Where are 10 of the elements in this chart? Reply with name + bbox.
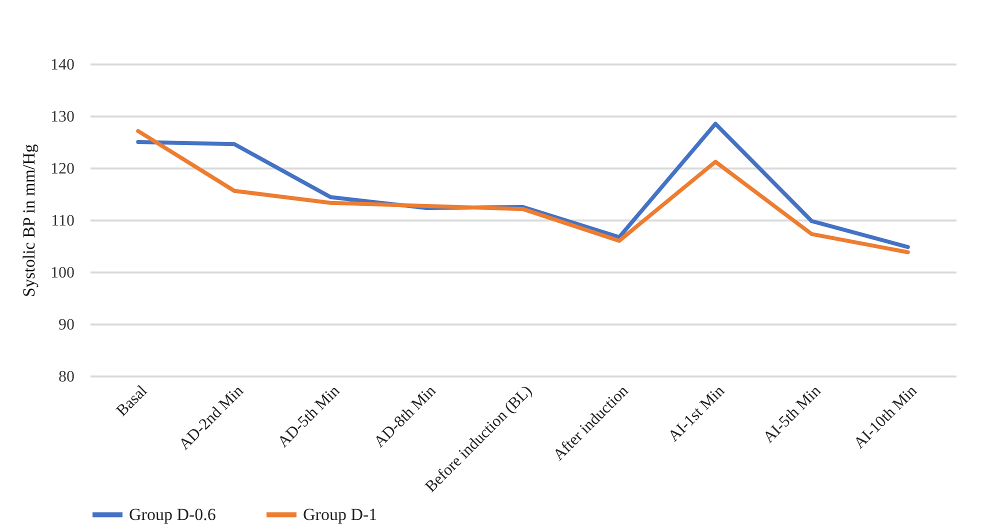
y-tick-label: 90 [58,316,74,334]
y-tick-label: 110 [51,212,74,230]
y-axis-title: Systolic BP in mm/Hg [20,144,38,297]
y-tick-label: 120 [50,160,74,178]
y-tick-label: 80 [58,368,74,386]
legend-label: Group D-0.6 [129,504,216,524]
y-tick-label: 130 [50,108,74,126]
y-tick-label: 140 [50,56,74,74]
y-tick-label: 100 [50,264,74,282]
legend-label: Group D-1 [303,504,378,524]
